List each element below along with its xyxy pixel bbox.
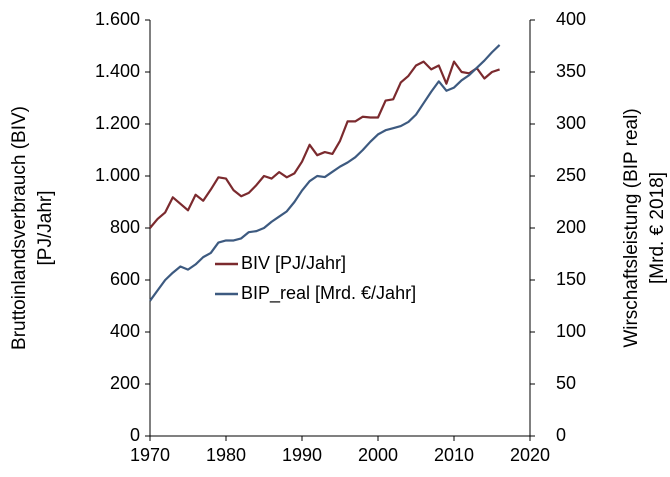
y2-tick-label: 250 <box>556 165 586 185</box>
x-tick-label: 1990 <box>282 445 322 465</box>
y2-tick-label: 300 <box>556 113 586 133</box>
x-tick-label: 2010 <box>434 445 474 465</box>
y2-axis-label: [Mrd. € 2018] <box>647 172 668 284</box>
y-tick-label: 1.400 <box>95 61 140 81</box>
y-tick-label: 600 <box>110 269 140 289</box>
y-tick-label: 1.600 <box>95 9 140 29</box>
y2-tick-label: 350 <box>556 61 586 81</box>
series-line <box>149 44 501 302</box>
x-tick-label: 2020 <box>510 445 550 465</box>
y2-tick-label: 400 <box>556 9 586 29</box>
legend-label: BIP_real [Mrd. €/Jahr] <box>241 283 416 304</box>
y-tick-label: 400 <box>110 321 140 341</box>
x-tick-label: 2000 <box>358 445 398 465</box>
y-tick-label: 0 <box>130 425 140 445</box>
y2-tick-label: 150 <box>556 269 586 289</box>
y2-tick-label: 100 <box>556 321 586 341</box>
y2-tick-label: 200 <box>556 217 586 237</box>
y-tick-label: 1.000 <box>95 165 140 185</box>
legend-label: BIV [PJ/Jahr] <box>241 253 346 273</box>
y2-tick-label: 50 <box>556 373 576 393</box>
y-tick-label: 800 <box>110 217 140 237</box>
x-tick-label: 1980 <box>206 445 246 465</box>
y2-tick-label: 0 <box>556 425 566 445</box>
series-line <box>149 60 500 229</box>
y-tick-label: 200 <box>110 373 140 393</box>
y-tick-label: 1.200 <box>95 113 140 133</box>
y2-axis-label: Wirschaftsleistung (BIP real) <box>621 108 642 347</box>
y-axis-label: [PJ/Jahr] <box>35 191 56 266</box>
x-tick-label: 1970 <box>130 445 170 465</box>
y-axis-label: Bruttoinlandsverbrauch (BIV) <box>9 106 30 350</box>
